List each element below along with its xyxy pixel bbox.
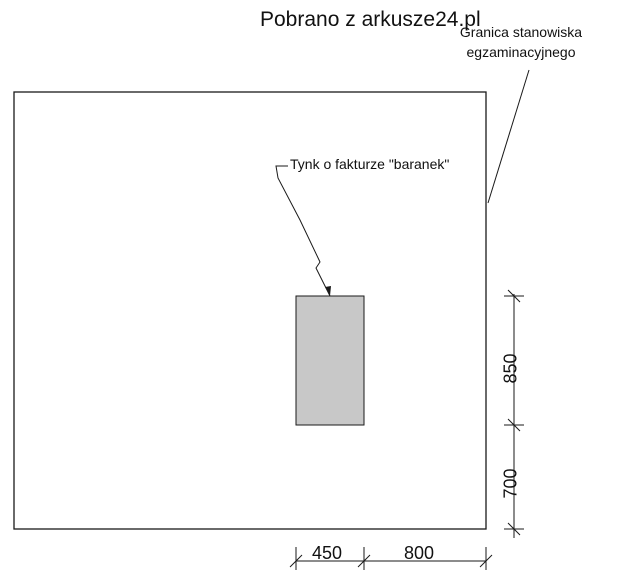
plaster-leader-arrow — [325, 286, 331, 296]
horizontal-tick-right — [479, 554, 493, 568]
boundary-label-line2: egzaminacyjnego — [466, 44, 576, 60]
dimension-label-850: 850 — [500, 353, 521, 384]
vertical-tick-top — [507, 289, 521, 303]
dimension-label-800: 800 — [404, 543, 435, 563]
workstation-boundary — [13, 91, 487, 530]
plaster-leader-line — [275, 165, 331, 297]
vertical-tick-mid — [507, 418, 521, 432]
watermark-text: Pobrano z arkusze24.pl — [260, 8, 481, 31]
vertical-tick-bottom — [507, 522, 521, 536]
boundary-label-line1: Granica stanowiska — [459, 24, 583, 40]
plaster-area — [295, 295, 365, 426]
dimension-label-700: 700 — [500, 468, 521, 499]
horizontal-tick-mid — [357, 554, 371, 568]
dimension-label-450: 450 — [312, 543, 343, 563]
plaster-annotation: Tynk o fakturze "baranek" — [290, 156, 450, 172]
boundary-annotation: Granica stanowiska egzaminacyjnego — [436, 22, 606, 62]
boundary-leader-line — [487, 69, 530, 204]
horizontal-tick-left — [289, 554, 303, 568]
